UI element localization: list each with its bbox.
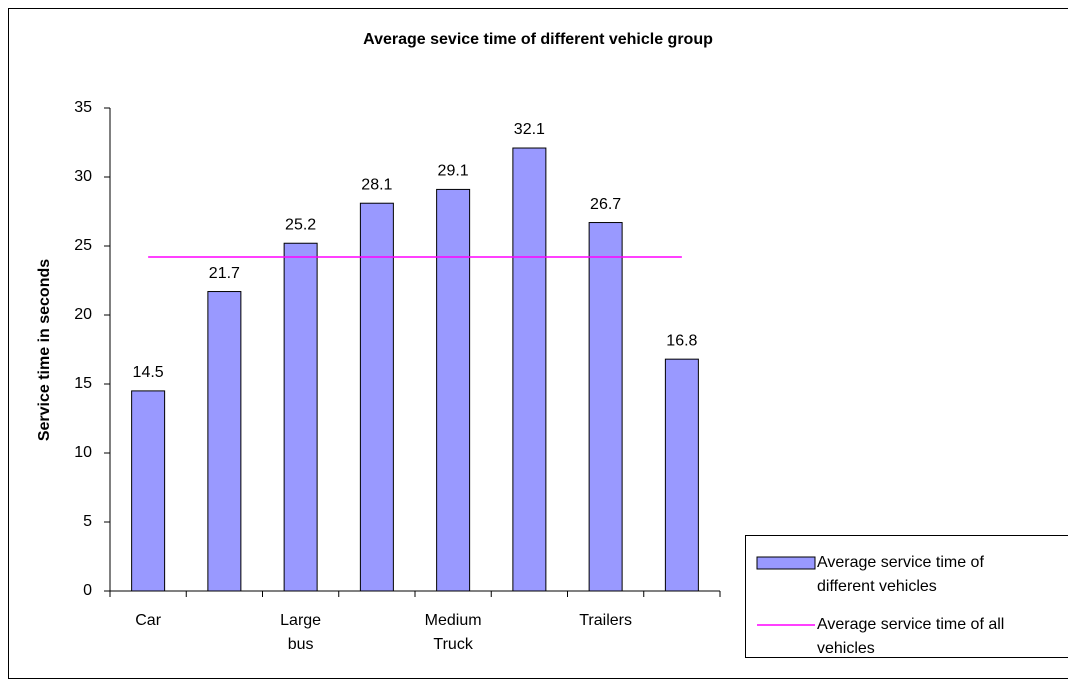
data-label: 26.7	[590, 196, 621, 213]
chart-title: Average sevice time of different vehicle…	[363, 31, 713, 48]
x-tick-label: Trailers	[579, 612, 632, 629]
text-line: vehicles	[817, 640, 875, 657]
bar	[283, 242, 318, 592]
bar	[359, 202, 394, 592]
text-line: Average service time of all	[817, 616, 1004, 633]
y-axis-label: Service time in seconds	[36, 259, 53, 441]
bar	[512, 147, 547, 592]
legend-label: Average service time of all vehicles	[817, 616, 1004, 657]
y-tick-label: 20	[74, 306, 92, 323]
legend-box	[745, 535, 1068, 658]
text-line: Medium	[425, 612, 482, 629]
data-label: 21.7	[209, 265, 240, 282]
text-line: Average service time of	[817, 554, 984, 571]
data-label: 25.2	[285, 216, 316, 233]
bar	[664, 358, 699, 592]
data-label: 32.1	[514, 121, 545, 138]
data-label: 29.1	[438, 163, 469, 180]
x-tick-label: Medium Truck	[425, 612, 482, 653]
text-line: Car	[135, 612, 161, 629]
text-line: Large	[280, 612, 321, 629]
text-line: Truck	[433, 636, 473, 653]
y-tick-label: 5	[83, 513, 92, 530]
text-line: different vehicles	[817, 578, 937, 595]
data-label: 28.1	[361, 176, 392, 193]
bar	[588, 222, 623, 592]
bar	[436, 188, 471, 592]
legend-label: Average service time of different vehicle…	[817, 554, 984, 595]
x-tick-label: Large bus	[280, 612, 321, 653]
y-tick-label: 10	[74, 444, 92, 461]
data-label: 16.8	[666, 332, 697, 349]
y-tick-label: 30	[74, 168, 92, 185]
y-tick-label: 0	[83, 582, 92, 599]
text-line: Trailers	[579, 612, 632, 629]
bar	[207, 291, 242, 592]
y-tick-label: 25	[74, 237, 92, 254]
legend-swatch	[756, 556, 816, 570]
bar	[131, 390, 166, 592]
y-tick-label: 15	[74, 375, 92, 392]
text-line: bus	[288, 636, 314, 653]
y-tick-label: 35	[74, 99, 92, 116]
x-tick-label: Car	[135, 612, 161, 629]
data-label: 14.5	[133, 364, 164, 381]
